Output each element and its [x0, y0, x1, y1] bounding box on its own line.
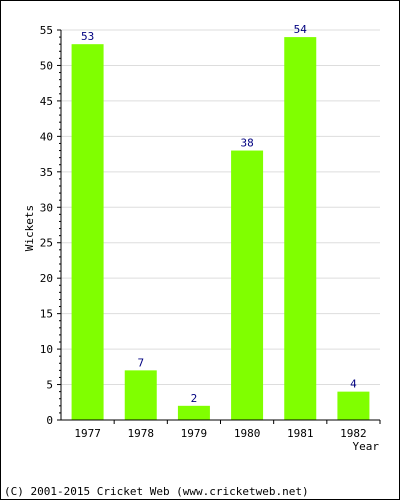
value-labels: 53 7 2 38 54 4 — [81, 23, 357, 405]
y-tick-label: 5 — [46, 379, 53, 392]
y-tick-labels: 0 5 10 15 20 25 30 35 40 45 50 55 — [40, 24, 53, 427]
x-tick-label-1982: 1982 — [340, 427, 367, 440]
bar-1980 — [231, 150, 264, 420]
x-tick-label-1981: 1981 — [287, 427, 314, 440]
bars — [71, 37, 370, 420]
y-tick-label: 50 — [40, 59, 53, 72]
y-tick-label: 10 — [40, 343, 53, 356]
bar-1977 — [71, 44, 104, 420]
value-label-1977: 53 — [81, 30, 94, 43]
bar-1981 — [284, 37, 317, 420]
x-tick-labels: 1977 1978 1979 1980 1981 1982 — [74, 427, 366, 440]
y-tick-label: 40 — [40, 130, 53, 143]
y-tick-label: 25 — [40, 237, 53, 250]
value-label-1981: 54 — [294, 23, 308, 36]
value-label-1979: 2 — [191, 392, 198, 405]
y-tick-label: 15 — [40, 308, 53, 321]
y-tick-label: 0 — [46, 414, 53, 427]
bar-1978 — [124, 370, 157, 420]
y-tick-label: 20 — [40, 272, 53, 285]
y-tick-label: 45 — [40, 95, 53, 108]
value-label-1980: 38 — [240, 137, 253, 150]
x-axis-label: Year — [353, 440, 380, 453]
gridlines — [61, 29, 380, 386]
value-label-1978: 7 — [137, 356, 144, 369]
y-tick-label: 55 — [40, 24, 53, 37]
value-label-1982: 4 — [350, 378, 357, 391]
y-axis-label: Wickets — [23, 205, 36, 251]
copyright-footer: (C) 2001-2015 Cricket Web (www.cricketwe… — [4, 485, 309, 498]
x-tick-label-1980: 1980 — [234, 427, 261, 440]
x-tick-label-1979: 1979 — [181, 427, 208, 440]
axes — [57, 29, 381, 424]
bar-1979 — [177, 405, 210, 420]
y-tick-label: 35 — [40, 166, 53, 179]
x-tick-label-1978: 1978 — [128, 427, 155, 440]
y-tick-label: 30 — [40, 201, 53, 214]
x-tick-label-1977: 1977 — [74, 427, 101, 440]
bar-1982 — [337, 391, 370, 420]
